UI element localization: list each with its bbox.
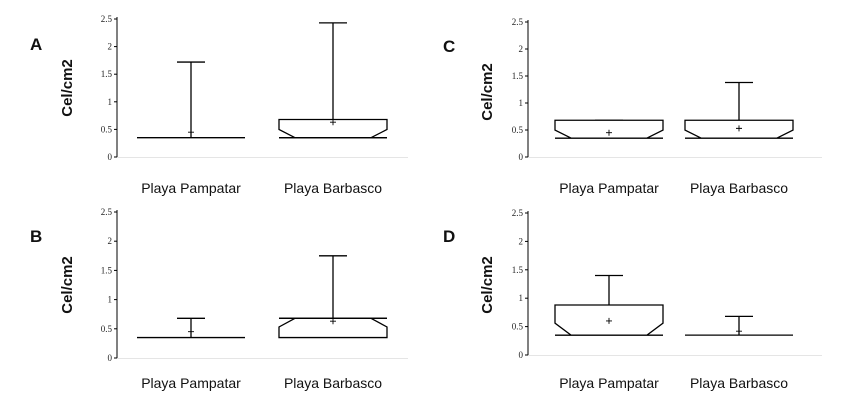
box-1 xyxy=(554,274,664,336)
y-tick-label: 2 xyxy=(519,236,524,246)
y-tick-label: 1.5 xyxy=(101,265,113,275)
mean-marker xyxy=(188,328,194,335)
box-2 xyxy=(684,81,794,139)
panel-label: D xyxy=(443,227,455,246)
y-tick-label: 0 xyxy=(519,350,524,360)
y-tick-label: 0.5 xyxy=(512,322,524,332)
y-tick-label: 2 xyxy=(108,42,113,52)
box-2 xyxy=(685,315,793,336)
panel-label: A xyxy=(30,35,42,54)
y-tick-label: 0 xyxy=(108,353,113,363)
y-tick-label: 0.5 xyxy=(512,125,524,135)
y-tick-label: 2 xyxy=(519,44,524,54)
y-tick-label: 2.5 xyxy=(512,17,524,27)
box-1 xyxy=(554,119,664,139)
y-tick-label: 1.5 xyxy=(101,69,113,79)
panel-c: C Cel/cm2 0 0.5 1 1.5 2 2.5 Playa Pampatar Playa … xyxy=(443,17,822,196)
y-tick-label: 1.5 xyxy=(512,71,524,81)
panel-b: B Cel/cm2 0 0.5 1 1.5 2 2.5 Playa Pampatar Playa … xyxy=(30,207,408,391)
category-label: Playa Barbasco xyxy=(690,180,788,196)
panel-d: D Cel/cm2 0 0.5 1 1.5 2 2.5 Playa Pampatar Playa … xyxy=(443,208,822,391)
y-tick-label: 0.5 xyxy=(101,324,113,334)
y-axis-title: Cel/cm2 xyxy=(479,63,496,121)
category-label: Playa Pampatar xyxy=(141,375,241,391)
y-tick-label: 1 xyxy=(519,98,524,108)
panel-a: A Cel/cm2 0 0.5 1 1.5 2 2.5 Playa Pampatar Playa … xyxy=(30,14,408,196)
y-axis-title: Cel/cm2 xyxy=(59,256,76,314)
y-tick-label: 1 xyxy=(108,295,113,305)
category-label: Playa Barbasco xyxy=(284,180,382,196)
y-axis-title: Cel/cm2 xyxy=(479,256,496,314)
box-1 xyxy=(137,61,245,139)
category-label: Playa Barbasco xyxy=(690,375,788,391)
mean-marker xyxy=(330,119,336,126)
category-label: Playa Pampatar xyxy=(141,180,241,196)
box-2 xyxy=(278,22,388,139)
y-tick-label: 2.5 xyxy=(101,207,113,217)
y-tick-label: 2.5 xyxy=(512,208,524,218)
mean-marker xyxy=(188,129,194,136)
panel-label: B xyxy=(30,227,42,246)
y-tick-label: 0 xyxy=(519,152,524,162)
mean-marker xyxy=(330,318,336,325)
box-2 xyxy=(278,255,388,339)
y-tick-label: 0.5 xyxy=(101,124,113,134)
y-tick-label: 0 xyxy=(108,152,113,162)
box-1 xyxy=(137,317,245,339)
panel-label: C xyxy=(443,37,455,56)
y-tick-label: 1.5 xyxy=(512,265,524,275)
y-tick-label: 1 xyxy=(108,97,113,107)
category-label: Playa Pampatar xyxy=(559,180,659,196)
mean-marker xyxy=(606,129,612,136)
category-label: Playa Pampatar xyxy=(559,375,659,391)
category-label: Playa Barbasco xyxy=(284,375,382,391)
y-tick-label: 1 xyxy=(519,293,524,303)
mean-marker xyxy=(736,125,742,132)
mean-marker xyxy=(736,328,742,335)
y-tick-label: 2.5 xyxy=(101,14,113,24)
y-tick-label: 2 xyxy=(108,236,113,246)
mean-marker xyxy=(606,317,612,324)
y-axis-title: Cel/cm2 xyxy=(59,59,76,117)
